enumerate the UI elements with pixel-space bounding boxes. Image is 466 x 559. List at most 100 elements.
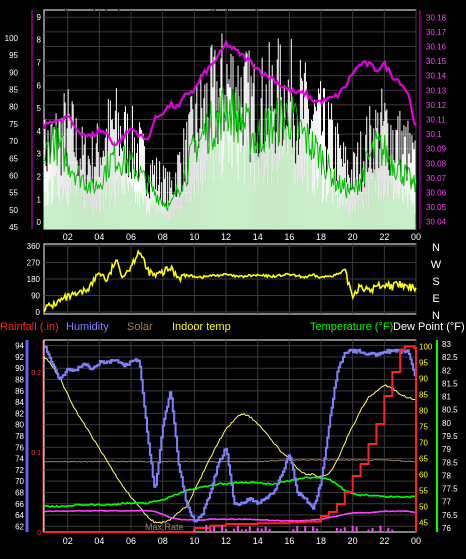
dew-tick-label: 77.5 bbox=[442, 485, 458, 494]
legend-label: Indoor temp bbox=[172, 321, 231, 333]
weather-legend: Rainfall (.in) Humidity Solar Indoor temp Te… bbox=[0, 321, 465, 333]
outer-tick-label: 100 bbox=[5, 34, 19, 43]
legend-label: Humidity bbox=[66, 321, 109, 333]
compass-label: N bbox=[432, 242, 440, 254]
baro-tick-label: 30.04 bbox=[426, 218, 447, 227]
temp-tick-label: 50 bbox=[419, 502, 428, 511]
temp-tick-label: 45 bbox=[419, 518, 428, 527]
weather-ticks: 02 04 06 08 10 12 14 16 18 20 22 00 94 92 90 88 86 84 82 80… bbox=[15, 340, 458, 546]
baro-tick-label: 30.05 bbox=[426, 203, 447, 212]
temp-tick-label: 90 bbox=[419, 374, 428, 383]
wind-tick-label: 8 bbox=[37, 36, 42, 45]
dew-tick-label: 76 bbox=[442, 524, 451, 533]
rain-tick-label: 0 bbox=[37, 530, 41, 537]
baro-tick-label: 30.1 bbox=[426, 130, 442, 139]
humidity-tick-label: 78 bbox=[15, 432, 24, 441]
x-tick-label: 02 bbox=[63, 232, 73, 242]
baro-tick-label: 30.16 bbox=[426, 43, 447, 52]
wind-tick-label: 2 bbox=[37, 173, 42, 182]
wind-tick-label: 5 bbox=[37, 104, 42, 113]
wind-tick-label: 1 bbox=[37, 195, 42, 204]
dew-point-line bbox=[43, 509, 417, 522]
compass-label: E bbox=[432, 293, 439, 305]
baro-tick-label: 30.17 bbox=[426, 28, 447, 37]
dew-tick-label: 82 bbox=[442, 366, 451, 375]
compass-label: S bbox=[432, 276, 439, 288]
dew-tick-label: 80 bbox=[442, 419, 451, 428]
wind-baro-series bbox=[42, 33, 417, 229]
wind-tick-label: 7 bbox=[37, 58, 42, 67]
x-tick-label: 08 bbox=[158, 232, 168, 242]
wind-baro-panel: Windspeed (mph) 24 hour graph day : Marc… bbox=[5, 0, 447, 242]
dew-tick-label: 79.5 bbox=[442, 432, 458, 441]
wind-axis-title: Windspeed (mph) bbox=[34, 0, 121, 12]
dew-tick-label: 82.5 bbox=[442, 353, 458, 362]
legend-label: Rainfall (.in) bbox=[0, 321, 59, 333]
outer-tick-label: 65 bbox=[9, 154, 18, 163]
x-tick-label: 06 bbox=[126, 536, 136, 546]
humidity-tick-label: 64 bbox=[15, 511, 24, 520]
solar-line bbox=[43, 458, 417, 463]
x-tick-label: 02 bbox=[63, 536, 73, 546]
baro-tick-label: 30.12 bbox=[426, 101, 447, 110]
temp-tick-label: 60 bbox=[419, 470, 428, 479]
outer-tick-label: 75 bbox=[9, 120, 18, 129]
wind-tick-label: 4 bbox=[37, 127, 42, 136]
rain-tick-label: 0.2 bbox=[31, 370, 41, 377]
baro-tick-label: 30.07 bbox=[426, 174, 447, 183]
outer-tick-label: 60 bbox=[9, 171, 18, 180]
humidity-tick-label: 68 bbox=[15, 488, 24, 497]
compass-label: W bbox=[431, 259, 442, 271]
dew-tick-label: 76.5 bbox=[442, 511, 458, 520]
temp-tick-label: 95 bbox=[419, 358, 428, 367]
x-tick-label: 04 bbox=[94, 232, 104, 242]
humidity-line bbox=[44, 345, 417, 523]
dew-tick-label: 78.5 bbox=[442, 458, 458, 467]
outer-tick-label: 55 bbox=[9, 189, 18, 198]
chart-title: 24 hour graph day : March 19 2026 bbox=[170, 0, 342, 12]
x-tick-label: 12 bbox=[221, 232, 231, 242]
wind-gust-line bbox=[43, 87, 417, 212]
humidity-tick-label: 74 bbox=[15, 455, 24, 464]
compass-label: N bbox=[432, 310, 440, 322]
temp-tick-label: 70 bbox=[419, 438, 428, 447]
humidity-tick-label: 84 bbox=[15, 398, 24, 407]
x-tick-label: 14 bbox=[253, 536, 263, 546]
direction-grid bbox=[44, 244, 417, 314]
dew-tick-label: 81 bbox=[442, 393, 451, 402]
baro-tick-label: 30.18 bbox=[426, 13, 447, 22]
x-tick-label: 14 bbox=[253, 232, 263, 242]
outer-tick-label: 90 bbox=[9, 68, 18, 77]
temperature-line bbox=[43, 476, 417, 508]
x-tick-label: 18 bbox=[316, 536, 326, 546]
weather-panel: Rainfall (.in) Humidity Solar Indoor temp Te… bbox=[0, 321, 465, 546]
x-tick-label: 06 bbox=[126, 232, 136, 242]
humidity-tick-label: 94 bbox=[15, 342, 24, 351]
outer-tick-label: 50 bbox=[9, 206, 18, 215]
legend-label: Temperature (°F) bbox=[310, 321, 393, 333]
x-tick-label: 10 bbox=[189, 536, 199, 546]
x-tick-label: 22 bbox=[379, 536, 389, 546]
temp-tick-label: 55 bbox=[419, 486, 428, 495]
humidity-tick-label: 82 bbox=[15, 409, 24, 418]
direction-tick-label: 90 bbox=[31, 292, 40, 301]
outer-tick-label: 85 bbox=[9, 86, 18, 95]
wind-tick-label: 6 bbox=[37, 81, 42, 90]
x-tick-label: 22 bbox=[379, 232, 389, 242]
baro-axis-title: Barometer (.in) bbox=[372, 0, 445, 12]
legend-label: Dew Point (°F) bbox=[393, 321, 465, 333]
dew-tick-label: 81.5 bbox=[442, 379, 458, 388]
x-tick-label: 08 bbox=[158, 536, 168, 546]
direction-line bbox=[43, 248, 417, 313]
legend-label: Solar bbox=[127, 321, 153, 333]
direction-tick-label: 0 bbox=[36, 308, 41, 317]
x-tick-label: 00 bbox=[411, 232, 421, 242]
humidity-tick-label: 72 bbox=[15, 466, 24, 475]
temp-tick-label: 100 bbox=[419, 342, 433, 351]
dew-tick-label: 83 bbox=[442, 340, 451, 349]
humidity-tick-label: 70 bbox=[15, 477, 24, 486]
